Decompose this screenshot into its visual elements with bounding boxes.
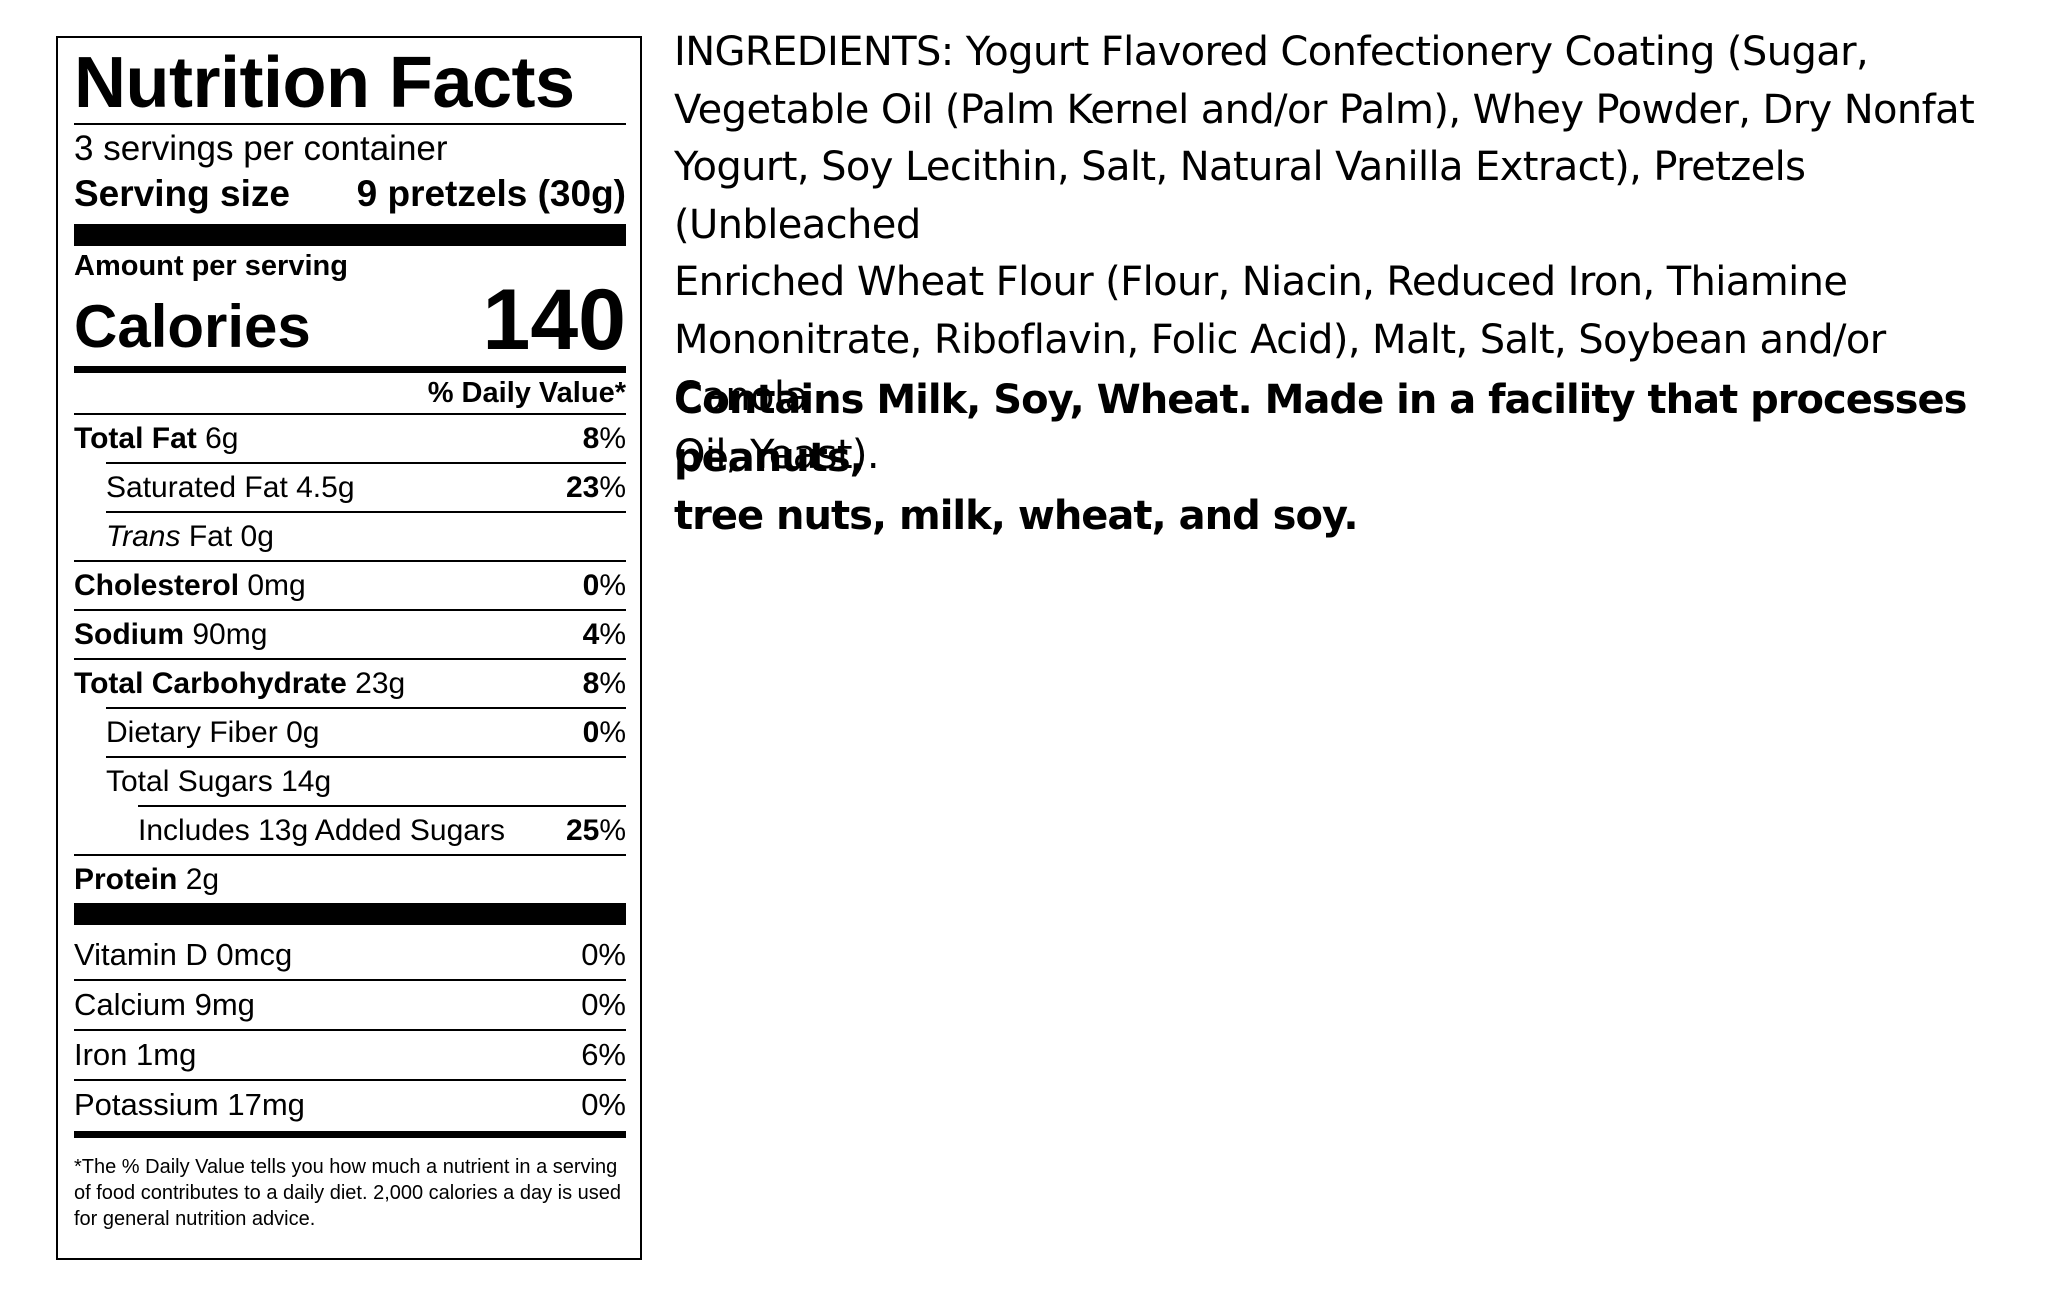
nutrient-name: Fat: [188, 519, 233, 553]
allergen-line: tree nuts, milk, wheat, and soy.: [674, 493, 1359, 539]
nutrient-row-dietary-fiber: Dietary Fiber 0g 0%: [74, 709, 626, 756]
nutrient-row-total-fat: Total Fat 6g 8%: [74, 415, 626, 462]
nutrient-amount: 2g: [185, 862, 220, 896]
nutrient-name: Protein: [74, 862, 178, 896]
nutrient-row-saturated-fat: Saturated Fat 4.5g 23%: [74, 464, 626, 511]
nutrient-amount: 23g: [355, 666, 406, 700]
nutrient-dv-percent: %: [599, 666, 626, 700]
nutrition-facts-panel: Nutrition Facts 3 servings per container…: [56, 36, 642, 1260]
nutrient-row-sodium: Sodium 90mg 4%: [74, 611, 626, 658]
daily-value-header: % Daily Value*: [427, 377, 626, 409]
divider: [106, 756, 626, 758]
ingredients-line: INGREDIENTS: Yogurt Flavored Confectione…: [674, 29, 1869, 75]
vitamin-label: Potassium 17mg: [74, 1087, 305, 1122]
nutrient-row-trans-fat: Trans Fat 0g: [74, 513, 626, 560]
nutrient-dv-number: 4: [582, 617, 600, 651]
nutrient-dv-percent: %: [599, 568, 626, 602]
medium-divider: [74, 366, 626, 373]
vitamin-label: Calcium 9mg: [74, 987, 255, 1022]
calories-label: Calories: [74, 293, 311, 360]
medium-divider: [74, 1131, 626, 1138]
nutrient-dv-percent: %: [599, 813, 626, 847]
nutrient-name-italic: Trans: [106, 519, 181, 553]
divider: [74, 658, 626, 660]
nutrient-amount: 0g: [286, 715, 320, 749]
vitamin-dv: 0%: [581, 937, 626, 972]
nutrient-dv-number: 8: [582, 666, 600, 700]
nutrient-amount: 6g: [205, 421, 239, 455]
ingredients-line: Mononitrate, Riboflavin, Folic Acid), Ma…: [674, 316, 1886, 421]
divider: [74, 123, 626, 125]
divider: [74, 413, 626, 415]
nutrient-dv-number: 0: [582, 568, 600, 602]
vitamin-row: Potassium 17mg 0%: [74, 1081, 626, 1129]
ingredients-line: Yogurt, Soy Lecithin, Salt, Natural Vani…: [674, 144, 1806, 248]
nutrient-name: Saturated Fat: [106, 470, 288, 504]
nutrient-row-total-sugars: Total Sugars 14g: [74, 758, 626, 805]
divider: [106, 707, 626, 709]
nutrient-row-cholesterol: Cholesterol 0mg 0%: [74, 562, 626, 609]
serving-size-value: 9 pretzels (30g): [356, 173, 626, 214]
divider: [74, 1029, 626, 1031]
ingredients-line: Vegetable Oil (Palm Kernel and/or Palm),…: [674, 86, 1975, 133]
allergen-statement: Contains Milk, Soy, Wheat. Made in a fac…: [674, 371, 2024, 545]
vitamin-row: Calcium 9mg 0%: [74, 981, 626, 1029]
calories-row: Calories 140: [74, 277, 626, 363]
nutrient-name: Total Carbohydrate: [74, 666, 347, 700]
divider: [106, 511, 626, 513]
nutrient-dv-percent: %: [599, 470, 626, 504]
vitamin-dv: 0%: [581, 1087, 626, 1122]
amount-per-serving: Amount per serving: [74, 250, 348, 282]
thick-divider: [74, 903, 626, 925]
vitamin-label: Iron 1mg: [74, 1037, 197, 1072]
nutrient-amount: 14g: [281, 764, 332, 798]
ingredients-line: Oil, Yeast).: [674, 431, 880, 478]
servings-per-container: 3 servings per container: [74, 129, 448, 168]
nutrient-row-total-carbohydrate: Total Carbohydrate 23g 8%: [74, 660, 626, 707]
nutrition-facts-title: Nutrition Facts: [74, 43, 575, 123]
daily-value-footnote: *The % Daily Value tells you how much a …: [74, 1156, 622, 1230]
vitamin-row: Vitamin D 0mcg 0%: [74, 931, 626, 979]
nutrient-amount: 90mg: [192, 617, 268, 651]
allergen-line: Contains Milk, Soy, Wheat. Made in a fac…: [674, 377, 1967, 481]
nutrient-dv-percent: %: [599, 617, 626, 651]
nutrient-row-added-sugars: Includes 13g Added Sugars 25%: [74, 807, 626, 854]
nutrient-dv-number: 23: [565, 470, 600, 504]
divider: [74, 979, 626, 981]
vitamin-row: Iron 1mg 6%: [74, 1031, 626, 1079]
nutrient-row-protein: Protein 2g: [74, 856, 626, 903]
ingredients-text: INGREDIENTS: Yogurt Flavored Confectione…: [674, 24, 2024, 484]
divider: [74, 560, 626, 562]
nutrient-dv-number: 8: [582, 421, 600, 455]
nutrient-dv-number: 25: [565, 813, 600, 847]
nutrient-name: Dietary Fiber: [106, 715, 278, 749]
vitamin-dv: 6%: [581, 1037, 626, 1072]
nutrient-amount: 0g: [240, 519, 274, 553]
nutrient-dv-percent: %: [599, 421, 626, 455]
nutrient-name: Cholesterol: [74, 568, 240, 602]
thick-divider: [74, 224, 626, 246]
serving-size-row: Serving size 9 pretzels (30g): [74, 170, 626, 218]
divider: [138, 805, 626, 807]
nutrient-name: Sodium: [74, 617, 184, 651]
divider: [74, 609, 626, 611]
divider: [74, 1079, 626, 1081]
nutrient-name: Total Fat: [74, 421, 197, 455]
nutrient-dv-number: 0: [582, 715, 600, 749]
nutrient-name: Total Sugars: [106, 764, 273, 798]
divider: [74, 854, 626, 856]
nutrient-dv-percent: %: [599, 715, 626, 749]
divider: [106, 462, 626, 464]
vitamin-label: Vitamin D 0mcg: [74, 937, 293, 972]
serving-size-label: Serving size: [74, 173, 290, 214]
vitamin-dv: 0%: [581, 987, 626, 1022]
nutrient-label: Includes 13g Added Sugars: [138, 813, 505, 847]
calories-value: 140: [482, 272, 627, 368]
nutrient-amount: 4.5g: [296, 470, 355, 504]
nutrient-amount: 0mg: [247, 568, 306, 602]
ingredients-line: Enriched Wheat Flour (Flour, Niacin, Red…: [674, 259, 1848, 305]
